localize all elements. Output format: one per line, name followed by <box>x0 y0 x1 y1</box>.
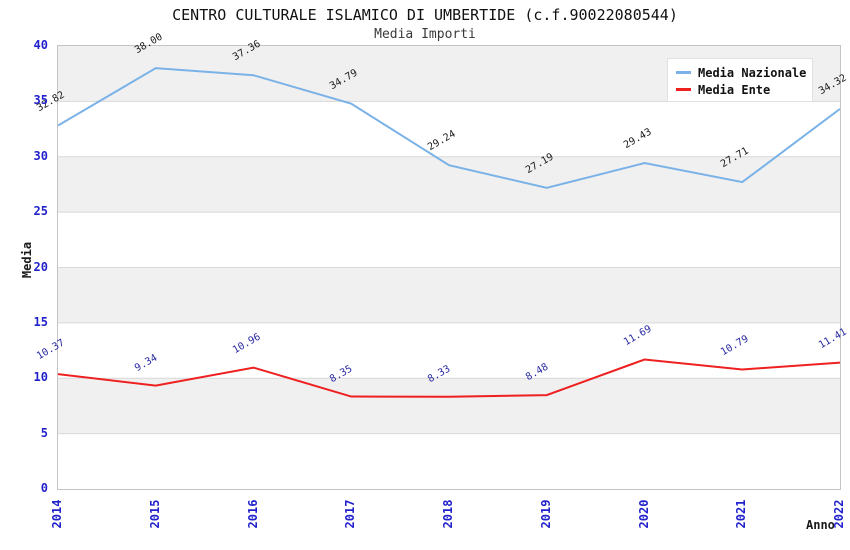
legend-item-media-nazionale[interactable]: Media Nazionale <box>676 64 812 81</box>
x-tick-label-2019: 2019 <box>538 499 553 529</box>
band <box>58 378 840 434</box>
y-tick-label-5: 5 <box>40 425 48 440</box>
x-tick-label-2015: 2015 <box>147 499 162 529</box>
legend-label: Media Nazionale <box>698 66 807 80</box>
x-tick-label-2014: 2014 <box>50 499 64 529</box>
y-tick-label-20: 20 <box>33 259 48 274</box>
plot-area <box>57 45 841 490</box>
x-tick-label-2022: 2022 <box>832 499 846 529</box>
x-tick-label-2021: 2021 <box>734 499 749 529</box>
series-line-media-ente <box>58 358 840 398</box>
legend: Media Nazionale Media Ente <box>667 58 813 102</box>
legend-label: Media Ente <box>698 83 771 97</box>
y-tick-label-40: 40 <box>33 38 48 52</box>
y-tick-label-30: 30 <box>33 148 48 163</box>
x-tick-label-2018: 2018 <box>441 499 455 529</box>
y-tick-label-35: 35 <box>33 93 48 108</box>
x-axis-title: Anno <box>806 518 835 532</box>
chart-subtitle: Media Importi <box>374 27 476 42</box>
chart-title: CENTRO CULTURALE ISLAMICO DI UMBERTIDE (… <box>172 6 678 24</box>
y-tick-label-10: 10 <box>33 370 48 385</box>
x-tick-label-2017: 2017 <box>343 499 358 529</box>
series-line-media-nazionale <box>58 67 840 189</box>
x-tick-label-2020: 2020 <box>636 499 651 529</box>
legend-item-media-ente[interactable]: Media Ente <box>676 81 812 98</box>
x-tick-label-2016: 2016 <box>245 499 260 529</box>
y-tick-label-15: 15 <box>33 314 48 329</box>
band <box>58 267 840 323</box>
y-tick-label-0: 0 <box>40 481 48 495</box>
y-tick-label-25: 25 <box>33 204 48 219</box>
plot-canvas <box>58 46 840 435</box>
legend-line-swatch-red <box>676 88 691 91</box>
legend-line-swatch-blue <box>676 71 691 74</box>
